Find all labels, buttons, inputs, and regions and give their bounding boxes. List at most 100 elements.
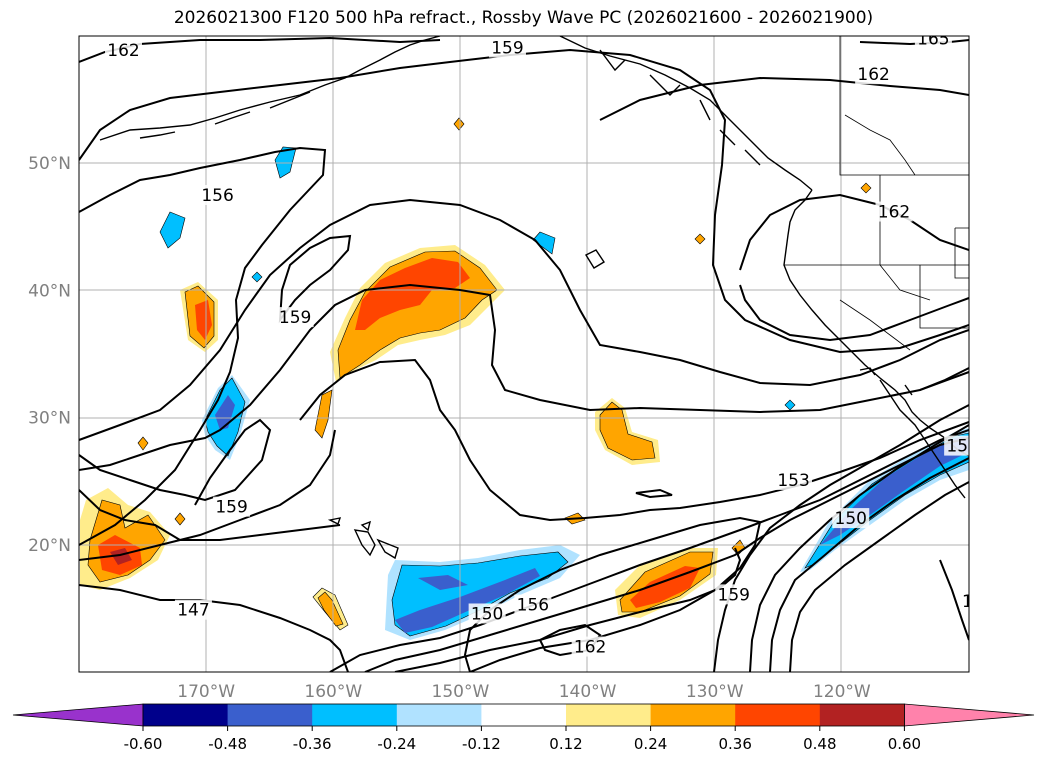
contour-label-halo xyxy=(213,496,251,517)
colorbar-tick-label: 0.60 xyxy=(888,735,921,753)
contour-arch xyxy=(79,198,969,441)
contour-label: 156 xyxy=(201,186,233,206)
anomaly-small-6 xyxy=(174,512,186,526)
longitude-label: 170°W xyxy=(177,682,235,702)
contour-156-north xyxy=(79,48,969,354)
map-title: 2026021300 F120 500 hPa refract., Rossby… xyxy=(173,8,874,28)
contour-main-band-2 xyxy=(364,437,969,672)
contour-162-ne xyxy=(599,76,969,121)
contour-label: 162 xyxy=(857,65,889,85)
contour-159-inner xyxy=(278,234,352,324)
contour-label-halo xyxy=(914,36,952,49)
anomaly-south-royal-2 xyxy=(418,575,468,590)
island-east xyxy=(585,249,605,269)
contour-labels: 162 159 165 162 162 156 159 159 153 153 150 147 150 1… xyxy=(105,30,984,658)
contour-label: 159 xyxy=(215,498,247,518)
map-area: 162 159 165 162 162 156 159 159 153 153 150 147 150 1… xyxy=(79,30,984,672)
contour-east-1 xyxy=(713,404,969,672)
contour-159-north xyxy=(79,146,327,546)
shading-negative xyxy=(159,146,969,640)
contour-147 xyxy=(79,584,349,672)
latitude-label: 30°N xyxy=(28,409,71,429)
colorbar-tick-label: 0.12 xyxy=(549,735,582,753)
colorbar-segment xyxy=(481,704,567,726)
contour-label: 14 xyxy=(962,592,984,612)
colorbar: -0.60 -0.48 -0.36 -0.24 -0.12 0.12 0.24 0.36 0.4… xyxy=(12,703,1035,753)
contour-east-2 xyxy=(749,424,969,672)
colorbar-segment xyxy=(650,704,736,726)
contour-label-halo xyxy=(775,469,813,490)
contour-ridge-inner xyxy=(79,283,969,471)
colorbar-tick-label: 0.48 xyxy=(803,735,836,753)
shading-positive xyxy=(80,117,872,631)
contour-label-halo xyxy=(276,307,314,328)
anomaly-sw-darkred xyxy=(110,548,132,565)
colorbar-extend-high xyxy=(904,703,1035,727)
contour-label-halo xyxy=(832,508,870,529)
contour-label-halo xyxy=(199,185,237,205)
anomaly-nw-sky xyxy=(159,211,186,249)
anomaly-n2-sky xyxy=(532,231,556,255)
contour-main-band-1 xyxy=(329,429,969,672)
contour-label-halo xyxy=(514,594,552,615)
anomaly-dot-1 xyxy=(784,399,796,411)
contour-label-halo xyxy=(715,584,753,605)
contour-hawaii-blob xyxy=(635,488,673,499)
contour-label: 165 xyxy=(917,30,949,50)
colorbar-tick-label: -0.36 xyxy=(293,735,332,753)
colorbar-frame xyxy=(142,703,905,727)
contour-label-halo xyxy=(105,39,142,60)
longitude-label: 140°W xyxy=(559,682,617,702)
political-borders xyxy=(784,36,969,351)
anomaly-small-5 xyxy=(137,436,149,451)
colorbar-segment xyxy=(227,704,313,726)
anomaly-west-red xyxy=(195,300,212,340)
contour-label: 162 xyxy=(878,203,910,223)
longitude-label: 120°W xyxy=(813,682,871,702)
contour-label-halo xyxy=(944,435,969,456)
island-small-a xyxy=(327,517,342,525)
contour-label: 159 xyxy=(279,308,311,328)
anomaly-small-3 xyxy=(317,591,344,627)
contour-label: 150 xyxy=(835,509,867,529)
colorbar-tick-label: -0.60 xyxy=(124,735,163,753)
contour-east-5 xyxy=(939,559,969,641)
colorbar-segment xyxy=(312,704,398,726)
colorbar-extend-low xyxy=(12,703,144,727)
anomaly-small-7 xyxy=(453,117,465,131)
anomaly-south-royal xyxy=(395,568,540,633)
contour-inner-arc xyxy=(299,358,969,522)
colorbar-tick-label: 0.36 xyxy=(718,735,751,753)
latitude-labels: 50°N 40°N 30°N 20°N xyxy=(28,154,71,556)
contour-label-halo xyxy=(571,636,609,657)
contour-label: 162 xyxy=(574,638,606,658)
contour-west-ridge xyxy=(739,193,969,271)
anomaly-arch-red xyxy=(355,258,470,330)
contour-east-baja xyxy=(919,367,969,391)
contour-ne-1 xyxy=(739,284,969,342)
colorbar-segment xyxy=(735,704,821,726)
contour-label: 162 xyxy=(107,41,139,61)
latitude-label: 20°N xyxy=(28,536,71,556)
contour-label: 159 xyxy=(718,585,750,605)
graticule xyxy=(79,36,969,672)
contour-label: 156 xyxy=(517,596,549,616)
colorbar-segment xyxy=(143,704,229,726)
alaska-panhandle xyxy=(559,36,813,191)
island-small-b xyxy=(360,520,372,532)
contour-trough xyxy=(79,418,272,506)
contour-label: 153 xyxy=(777,471,809,491)
anomaly-small-9 xyxy=(860,182,872,194)
longitude-labels: 170°W 160°W 150°W 140°W 130°W 120°W xyxy=(177,682,871,702)
contour-label: 147 xyxy=(177,601,209,621)
anomaly-midE-orange xyxy=(599,401,656,461)
colorbar-segment xyxy=(819,704,905,726)
colorbar-tick-label: -0.12 xyxy=(462,735,501,753)
contour-east-4 xyxy=(789,481,969,672)
map-frame xyxy=(78,35,970,673)
contour-label: 153 xyxy=(946,437,978,457)
anomaly-south-red xyxy=(630,566,700,608)
contour-label-halo xyxy=(468,603,506,624)
colorbar-tick-label: -0.48 xyxy=(208,735,247,753)
